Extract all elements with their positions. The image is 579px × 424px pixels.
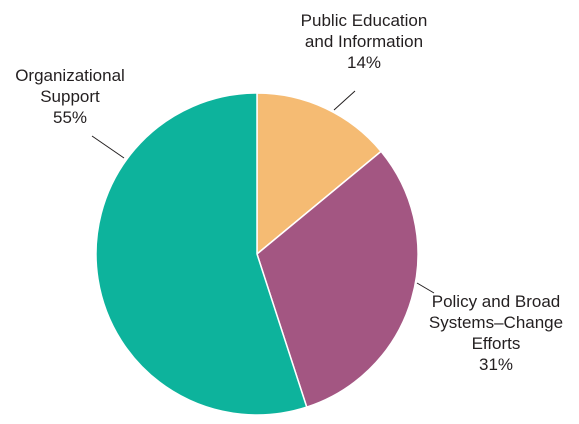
- slice-name-line: Public Education: [301, 11, 428, 30]
- leader-line-2: [416, 282, 435, 294]
- leader-lines: [91, 90, 435, 294]
- leader-line-1: [333, 90, 356, 111]
- pie-slice-1: [256, 92, 383, 256]
- slice-label-3: Organizational Support 55%: [15, 66, 125, 127]
- slice-name-line: Efforts: [472, 334, 521, 353]
- pie-slices: [95, 92, 419, 416]
- slice-name-line: Policy and Broad: [432, 292, 561, 311]
- slice-name-line: Organizational: [15, 66, 125, 85]
- pie-slice-2: [256, 150, 419, 409]
- slice-label-2: Policy and Broad Systems–Change Efforts 31%: [429, 292, 563, 374]
- slice-labels: Public Education and Information 14% Policy…: [15, 11, 563, 374]
- slice-value-label: 55%: [53, 108, 87, 127]
- slice-name-line: and Information: [305, 32, 423, 51]
- slice-value-label: 31%: [479, 355, 513, 374]
- leader-line-3: [91, 135, 125, 159]
- slice-label-1: Public Education and Information 14%: [301, 11, 428, 72]
- slice-value-label: 14%: [347, 53, 381, 72]
- slice-name-line: Systems–Change: [429, 313, 563, 332]
- slice-name-line: Support: [40, 87, 100, 106]
- pie-slice-3: [95, 92, 308, 416]
